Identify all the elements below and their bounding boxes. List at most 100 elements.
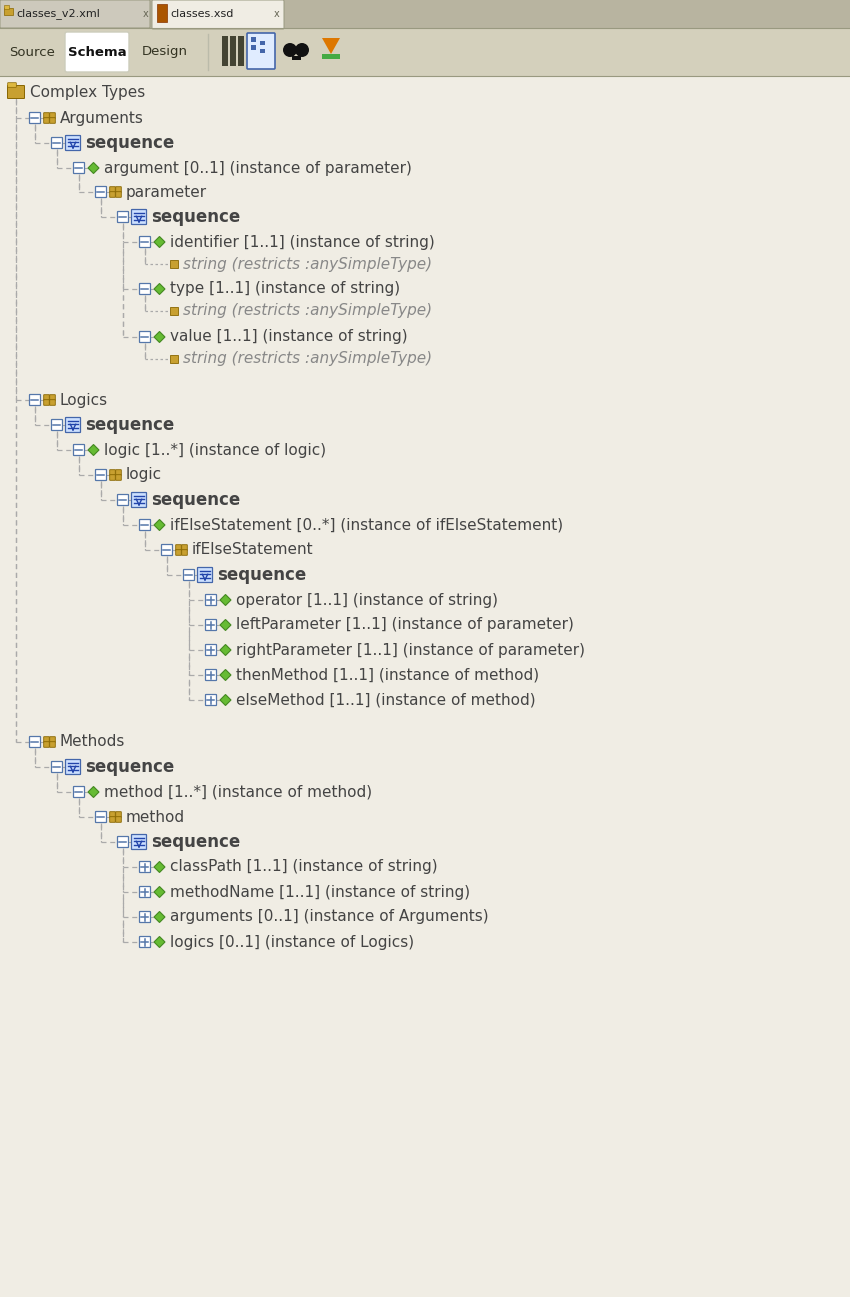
Text: sequence: sequence — [151, 208, 241, 226]
FancyBboxPatch shape — [206, 669, 217, 681]
Polygon shape — [220, 620, 231, 630]
Polygon shape — [154, 236, 165, 248]
Polygon shape — [220, 594, 231, 606]
Text: thenMethod [1..1] (instance of method): thenMethod [1..1] (instance of method) — [236, 668, 539, 682]
FancyBboxPatch shape — [139, 912, 150, 922]
FancyBboxPatch shape — [132, 834, 146, 850]
Bar — [0, 29, 850, 77]
FancyBboxPatch shape — [162, 545, 173, 555]
FancyBboxPatch shape — [206, 594, 217, 606]
Bar — [260, 42, 265, 45]
Text: identifier [1..1] (instance of string): identifier [1..1] (instance of string) — [170, 235, 434, 249]
FancyBboxPatch shape — [110, 812, 116, 817]
FancyBboxPatch shape — [95, 470, 106, 480]
FancyBboxPatch shape — [95, 187, 106, 197]
Text: Arguments: Arguments — [60, 110, 144, 126]
FancyBboxPatch shape — [30, 113, 41, 123]
FancyBboxPatch shape — [139, 936, 150, 948]
Bar — [4, 5, 9, 9]
Text: sequence: sequence — [151, 492, 241, 508]
Text: Design: Design — [142, 45, 188, 58]
Text: x: x — [274, 9, 280, 19]
Circle shape — [295, 43, 309, 57]
FancyBboxPatch shape — [52, 761, 63, 773]
Text: value [1..1] (instance of string): value [1..1] (instance of string) — [170, 329, 408, 345]
FancyBboxPatch shape — [49, 742, 55, 747]
Polygon shape — [154, 284, 165, 294]
Text: elseMethod [1..1] (instance of method): elseMethod [1..1] (instance of method) — [236, 693, 536, 707]
Polygon shape — [220, 694, 231, 706]
Polygon shape — [220, 669, 231, 681]
FancyBboxPatch shape — [49, 737, 55, 742]
Text: ifElseStatement: ifElseStatement — [192, 542, 314, 558]
FancyBboxPatch shape — [30, 737, 41, 747]
FancyBboxPatch shape — [116, 470, 122, 475]
FancyBboxPatch shape — [8, 83, 16, 87]
Polygon shape — [220, 645, 231, 655]
Text: method: method — [126, 809, 185, 825]
Text: type [1..1] (instance of string): type [1..1] (instance of string) — [170, 281, 400, 297]
FancyBboxPatch shape — [139, 861, 150, 873]
FancyBboxPatch shape — [52, 419, 63, 431]
Text: arguments [0..1] (instance of Arguments): arguments [0..1] (instance of Arguments) — [170, 909, 489, 925]
FancyBboxPatch shape — [206, 620, 217, 630]
Text: Source: Source — [9, 45, 55, 58]
Text: parameter: parameter — [126, 184, 207, 200]
FancyBboxPatch shape — [73, 445, 84, 455]
Text: Complex Types: Complex Types — [30, 84, 145, 100]
Text: string (restricts :anySimpleType): string (restricts :anySimpleType) — [183, 351, 432, 367]
Polygon shape — [322, 38, 340, 54]
FancyBboxPatch shape — [132, 493, 146, 507]
FancyBboxPatch shape — [43, 742, 49, 747]
FancyBboxPatch shape — [49, 118, 55, 123]
FancyBboxPatch shape — [73, 162, 84, 174]
FancyBboxPatch shape — [43, 394, 49, 401]
FancyBboxPatch shape — [43, 399, 49, 405]
FancyBboxPatch shape — [0, 0, 150, 29]
FancyBboxPatch shape — [110, 470, 116, 475]
FancyBboxPatch shape — [65, 135, 81, 150]
FancyBboxPatch shape — [117, 494, 128, 506]
FancyBboxPatch shape — [132, 210, 146, 224]
FancyBboxPatch shape — [43, 113, 49, 118]
FancyBboxPatch shape — [116, 812, 122, 817]
FancyBboxPatch shape — [116, 187, 122, 192]
FancyBboxPatch shape — [139, 332, 150, 342]
FancyBboxPatch shape — [65, 760, 81, 774]
Bar — [322, 54, 340, 58]
Text: logic: logic — [126, 467, 162, 482]
Text: operator [1..1] (instance of string): operator [1..1] (instance of string) — [236, 593, 498, 607]
FancyBboxPatch shape — [116, 475, 122, 480]
Text: rightParameter [1..1] (instance of parameter): rightParameter [1..1] (instance of param… — [236, 642, 585, 658]
Bar — [170, 355, 178, 363]
Text: Methods: Methods — [60, 734, 126, 750]
Polygon shape — [154, 936, 165, 948]
FancyBboxPatch shape — [49, 394, 55, 401]
Text: classPath [1..1] (instance of string): classPath [1..1] (instance of string) — [170, 860, 438, 874]
FancyBboxPatch shape — [247, 32, 275, 69]
Bar — [292, 56, 301, 60]
FancyBboxPatch shape — [30, 394, 41, 406]
FancyBboxPatch shape — [206, 645, 217, 655]
FancyBboxPatch shape — [65, 32, 129, 73]
FancyBboxPatch shape — [117, 837, 128, 847]
FancyBboxPatch shape — [184, 569, 195, 581]
Bar — [0, 0, 850, 29]
Text: methodName [1..1] (instance of string): methodName [1..1] (instance of string) — [170, 885, 470, 900]
FancyBboxPatch shape — [182, 545, 187, 550]
Polygon shape — [88, 445, 99, 455]
FancyBboxPatch shape — [43, 737, 49, 742]
Circle shape — [283, 43, 297, 57]
Polygon shape — [154, 887, 165, 898]
Polygon shape — [154, 520, 165, 530]
Polygon shape — [154, 332, 165, 342]
Bar — [251, 45, 256, 51]
FancyBboxPatch shape — [110, 475, 116, 480]
Text: Logics: Logics — [60, 393, 108, 407]
FancyBboxPatch shape — [49, 399, 55, 405]
Polygon shape — [88, 786, 99, 798]
Text: classes.xsd: classes.xsd — [170, 9, 234, 19]
Text: sequence: sequence — [85, 416, 174, 434]
Bar — [260, 49, 265, 53]
Text: sequence: sequence — [217, 565, 306, 584]
